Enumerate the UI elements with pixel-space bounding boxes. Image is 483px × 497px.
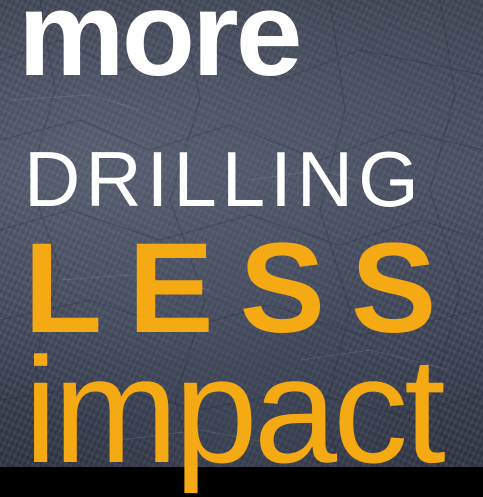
headline-drilling: DRILLING [24,135,424,223]
headline-impact: impact [24,326,446,494]
headline-more: more [18,0,302,101]
headline-less: LESS [24,217,463,360]
bottom-black-bar [0,467,483,497]
